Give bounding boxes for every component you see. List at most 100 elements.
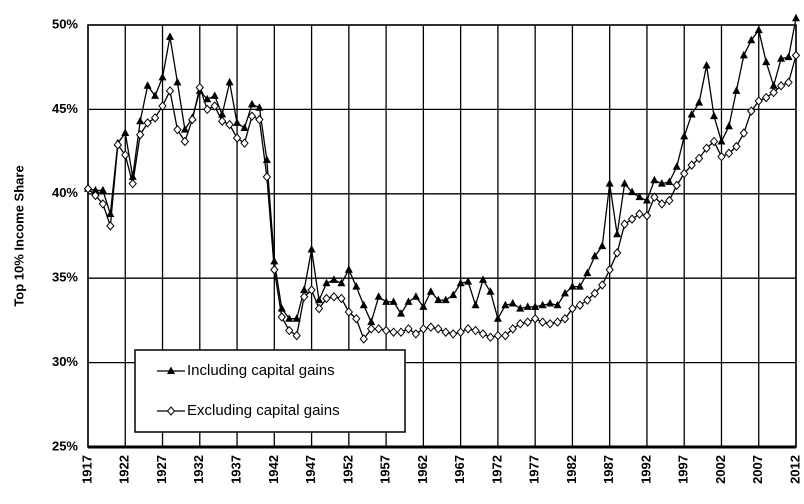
- marker: [329, 292, 339, 302]
- marker: [150, 113, 160, 123]
- marker: [188, 114, 197, 125]
- x-tick-label: 1972: [489, 455, 504, 484]
- marker: [583, 268, 592, 277]
- marker: [769, 81, 778, 89]
- marker: [128, 178, 137, 189]
- marker: [717, 151, 726, 162]
- marker: [262, 172, 272, 182]
- marker: [791, 50, 801, 61]
- marker: [173, 77, 182, 86]
- marker: [203, 94, 212, 103]
- marker: [277, 312, 286, 322]
- marker: [523, 302, 532, 310]
- x-tick-label: 2002: [713, 455, 728, 484]
- marker: [598, 241, 607, 250]
- marker: [702, 143, 711, 153]
- marker: [240, 138, 249, 148]
- marker: [560, 288, 569, 297]
- marker: [315, 295, 324, 304]
- legend-marker: [167, 366, 175, 374]
- marker: [456, 327, 465, 337]
- marker: [270, 256, 279, 265]
- marker: [165, 86, 175, 96]
- marker: [605, 265, 614, 275]
- marker: [672, 180, 681, 191]
- x-tick-label: 1932: [191, 455, 206, 484]
- marker: [419, 324, 428, 334]
- marker: [233, 118, 242, 126]
- marker: [486, 332, 495, 343]
- marker: [478, 329, 488, 339]
- marker: [627, 214, 637, 224]
- y-tick-label: 35%: [52, 270, 78, 285]
- marker: [232, 133, 242, 143]
- x-tick-label: 1952: [340, 455, 355, 484]
- marker: [613, 229, 622, 238]
- marker: [665, 195, 674, 206]
- marker: [710, 111, 719, 120]
- legend-box: [134, 349, 406, 433]
- marker: [620, 179, 629, 187]
- y-axis-label: Top 10% Income Share: [11, 165, 26, 306]
- marker: [449, 290, 458, 299]
- marker: [657, 199, 667, 209]
- marker: [255, 114, 264, 125]
- marker: [396, 327, 406, 337]
- marker: [642, 196, 651, 204]
- marker: [322, 293, 331, 304]
- marker: [307, 285, 316, 295]
- marker: [762, 57, 771, 66]
- marker: [300, 285, 309, 294]
- x-tick-label: 1997: [676, 455, 691, 484]
- marker: [777, 54, 786, 62]
- y-tick-label: 30%: [52, 354, 78, 369]
- marker: [508, 324, 517, 334]
- legend-marker: [166, 406, 176, 416]
- legend-label: Including capital gains: [187, 362, 335, 379]
- marker: [121, 128, 130, 137]
- marker: [225, 119, 234, 130]
- marker: [113, 140, 122, 150]
- marker: [329, 275, 338, 283]
- marker: [545, 319, 555, 329]
- marker: [590, 251, 599, 260]
- marker: [158, 72, 167, 81]
- marker: [285, 314, 294, 322]
- x-tick-label: 1967: [452, 455, 467, 484]
- marker: [91, 185, 100, 194]
- marker: [784, 77, 793, 88]
- marker: [359, 334, 368, 344]
- marker: [270, 265, 279, 275]
- marker: [210, 91, 219, 99]
- marker: [426, 322, 435, 332]
- marker: [210, 101, 219, 111]
- marker: [419, 302, 428, 310]
- marker: [352, 313, 361, 324]
- marker: [441, 327, 450, 337]
- marker: [307, 245, 316, 253]
- marker: [724, 148, 734, 159]
- marker: [359, 300, 368, 309]
- marker: [121, 150, 130, 160]
- marker: [501, 330, 510, 341]
- marker: [523, 317, 532, 327]
- marker: [694, 153, 704, 164]
- marker: [411, 329, 421, 339]
- marker: [747, 106, 756, 116]
- legend-label: Excluding capital gains: [187, 402, 340, 419]
- marker: [456, 278, 465, 287]
- marker: [434, 324, 443, 334]
- marker: [136, 116, 145, 125]
- marker: [106, 209, 115, 218]
- marker: [575, 300, 585, 310]
- marker: [709, 136, 719, 147]
- x-tick-label: 1987: [601, 455, 616, 484]
- marker: [404, 297, 413, 305]
- marker: [762, 92, 771, 103]
- marker: [754, 25, 763, 34]
- marker: [471, 325, 480, 336]
- marker: [337, 278, 346, 287]
- marker: [530, 313, 540, 324]
